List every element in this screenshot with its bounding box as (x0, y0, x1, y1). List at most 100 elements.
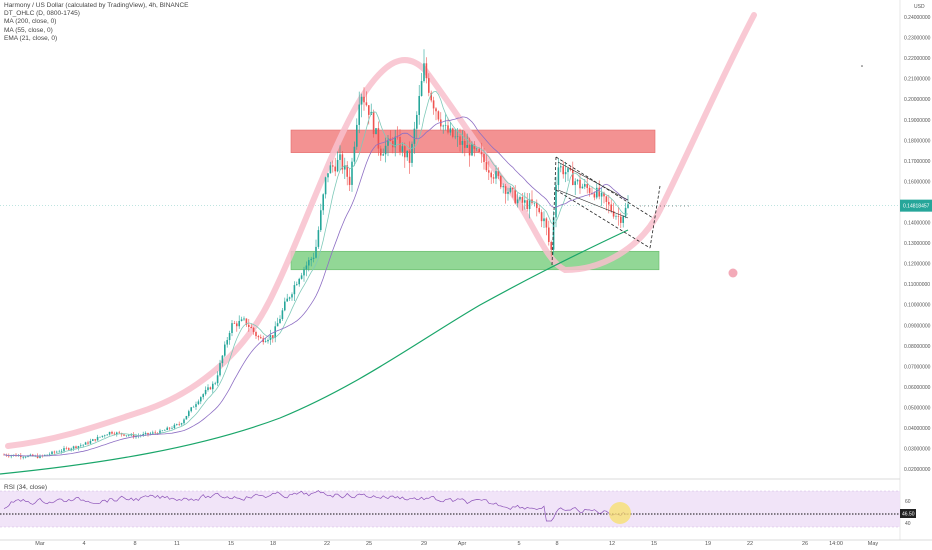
candle-body (260, 337, 262, 339)
price-tick-label: 0.18000000 (904, 138, 931, 144)
candle-body (80, 445, 82, 447)
candle-body (538, 208, 540, 213)
candle-body (305, 265, 308, 270)
candle-body (581, 186, 584, 189)
candle-body (224, 344, 226, 356)
candle-body (368, 105, 370, 115)
candle-body (267, 339, 269, 342)
candle-body (154, 432, 156, 434)
candle-body (147, 432, 149, 435)
candle-body (320, 210, 322, 231)
candle-body (428, 78, 430, 93)
candle-body (63, 448, 65, 451)
price-tick-label: 0.12000000 (904, 262, 931, 268)
candle-body (363, 96, 365, 103)
candle-body (543, 218, 545, 222)
candle-body (495, 171, 497, 179)
candle-body (46, 454, 48, 456)
candle-body (96, 436, 99, 441)
candle-body (94, 439, 96, 441)
stray-dot (861, 65, 863, 67)
candle-body (245, 318, 248, 325)
candle-body (449, 128, 452, 133)
time-tick-label: 4 (82, 541, 85, 547)
candle-body (200, 397, 202, 402)
time-tick-label: May (868, 541, 879, 547)
price-tick-label: 0.04000000 (904, 426, 931, 432)
candle-body (104, 435, 106, 437)
candle-body (416, 114, 418, 129)
candle-body (113, 433, 116, 435)
legend-ema21: EMA (21, close, 0) (4, 34, 58, 42)
candle-body (24, 456, 27, 458)
rsi-line (3, 490, 629, 522)
candle-body (233, 323, 236, 324)
price-tick-label: 0.07000000 (904, 364, 931, 370)
candle-body (334, 166, 336, 172)
time-tick-label: 11 (174, 541, 180, 547)
candle-body (447, 125, 449, 133)
candle-body (228, 332, 231, 341)
candle-body (620, 216, 622, 223)
candle-body (178, 424, 180, 425)
candle-body (207, 387, 209, 390)
candle-body (351, 161, 353, 185)
candle-body (22, 456, 24, 458)
time-tick-label: 15 (228, 541, 234, 547)
candle-body (87, 442, 89, 444)
candle-body (375, 128, 377, 135)
price-tick-label: 0.11000000 (904, 282, 930, 288)
candle-body (84, 442, 87, 445)
candle-body (70, 448, 72, 450)
candle-body (444, 125, 447, 126)
candle-body (617, 216, 620, 217)
candle-body (48, 454, 51, 455)
candle-body (82, 444, 84, 446)
candle-body (476, 148, 478, 150)
price-tick-label: 0.08000000 (904, 344, 931, 350)
candle-body (111, 431, 113, 434)
candle-body (231, 323, 233, 333)
candle-body (276, 323, 279, 327)
time-tick-label: 12 (609, 541, 615, 547)
candle-body (348, 176, 351, 185)
candle-body (356, 124, 358, 147)
candle-body (442, 125, 444, 127)
wedge-top-line (557, 161, 629, 201)
candle-body (488, 170, 490, 173)
candle-body (291, 294, 293, 298)
ema21-line (3, 90, 628, 457)
candle-body (240, 319, 243, 321)
price-tick-label: 0.19000000 (904, 118, 931, 124)
legend: Harmony / US Dollar (calculated by Tradi… (4, 2, 188, 43)
candle-body (144, 432, 147, 434)
candle-body (332, 165, 334, 167)
candle-body (605, 196, 608, 202)
price-tick-label: 0.10000000 (904, 303, 931, 309)
rsi-band (0, 491, 900, 527)
candle-body (281, 310, 284, 320)
candle-body (44, 454, 46, 456)
candle-body (209, 387, 212, 390)
candle-body (264, 341, 267, 343)
candle-body (118, 432, 120, 434)
currency-label: USD (914, 4, 925, 10)
candle-body (485, 162, 488, 171)
candle-body (336, 159, 339, 172)
candle-body (327, 173, 329, 178)
price-tick-label: 0.02000000 (904, 467, 931, 473)
candle-body (39, 455, 41, 458)
candle-body (492, 177, 495, 179)
candle-body (536, 202, 538, 209)
candle-body (300, 275, 303, 279)
candle-body (394, 136, 396, 148)
candle-body (341, 154, 344, 170)
candle-body (456, 136, 459, 138)
candles (3, 49, 629, 460)
candle-body (238, 320, 240, 327)
price-tick-label: 0.22000000 (904, 56, 931, 62)
candle-body (497, 171, 500, 176)
candle-body (106, 434, 108, 436)
